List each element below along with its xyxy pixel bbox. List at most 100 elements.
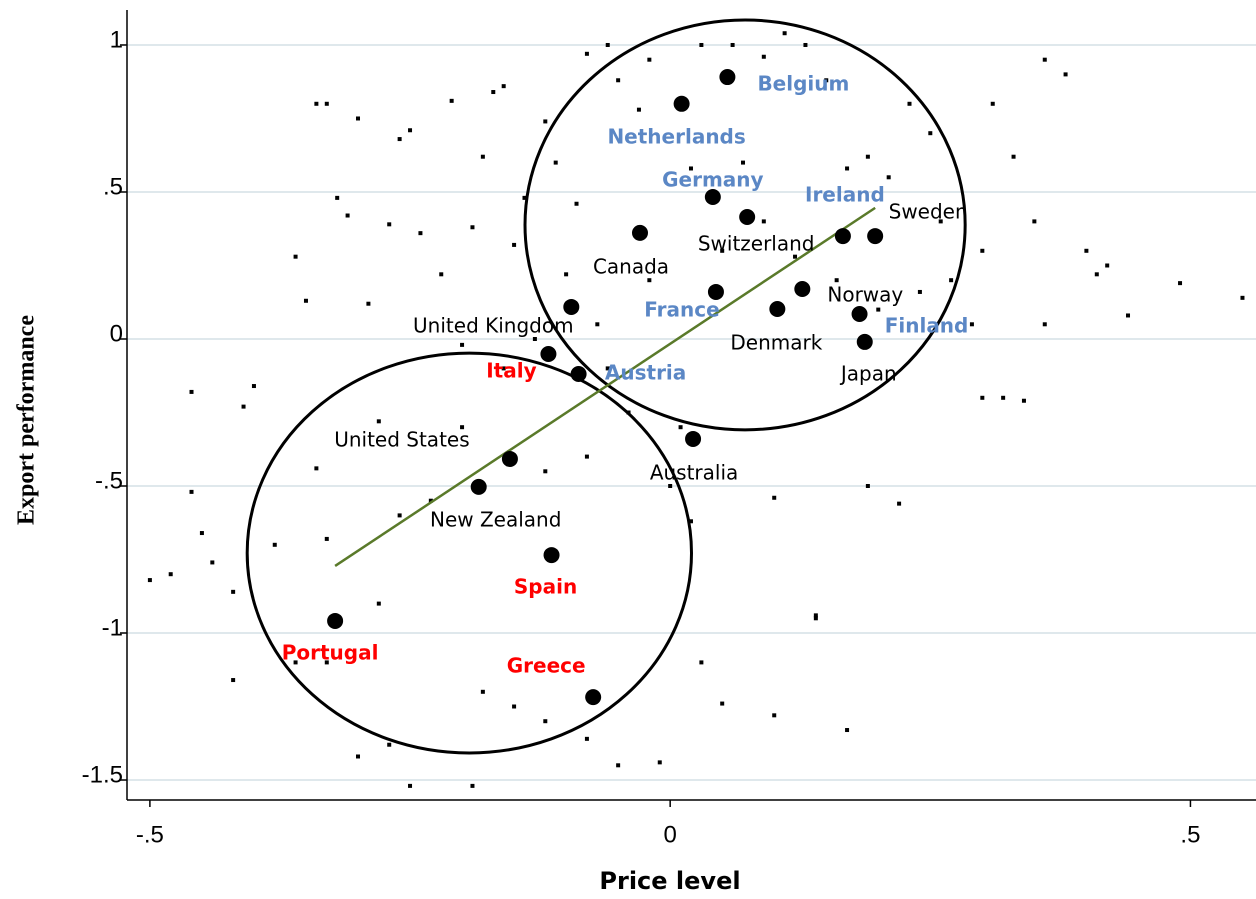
country-label: Switzerland [698,231,815,255]
small-point [668,483,673,488]
small-point [293,660,298,665]
small-point [397,137,402,142]
small-point [1001,395,1006,400]
small-point [803,42,808,47]
small-point [428,498,433,503]
y-axis-title: Export performance [14,315,40,525]
small-point [1178,281,1183,286]
x-axis-title: Price level [599,867,740,895]
country-point [769,301,786,318]
small-point [980,248,985,253]
country-label: Canada [593,254,669,278]
small-point [688,519,693,524]
country-point [719,69,736,86]
small-point [730,42,735,47]
small-point [584,454,589,459]
small-point [574,201,579,206]
country-label: Australia [650,460,738,484]
small-point [449,98,454,103]
cluster-ellipse [245,351,694,755]
small-point [168,572,173,577]
country-point [327,612,344,629]
country-label: Austria [605,360,686,384]
country-label: Greece [507,654,586,678]
small-point [845,166,850,171]
small-point [543,119,548,124]
small-point [366,301,371,306]
country-point [631,224,648,241]
small-point [886,175,891,180]
small-point [949,278,954,283]
country-label: Ireland [805,183,885,207]
small-point [356,754,361,759]
small-point [501,366,506,371]
country-point [834,228,851,245]
small-point [678,425,683,430]
small-point [460,342,465,347]
small-point [595,322,600,327]
country-label: Norway [827,283,903,307]
small-point [199,531,204,536]
small-point [605,42,610,47]
small-point [938,219,943,224]
small-point [969,322,974,327]
small-point [761,219,766,224]
country-label: Spain [514,575,577,599]
small-point [314,466,319,471]
small-point [897,501,902,506]
country-point [739,208,756,225]
small-point [314,101,319,106]
small-point [439,272,444,277]
small-point [647,278,652,283]
small-point [376,419,381,424]
small-point [980,395,985,400]
cluster-ellipse [523,18,967,432]
small-point [865,154,870,159]
small-point [210,560,215,565]
small-point [387,742,392,747]
small-point [824,78,829,83]
country-point [585,689,602,706]
small-point [491,90,496,95]
small-point [1011,154,1016,159]
small-point [501,84,506,89]
small-point [761,54,766,59]
country-label: France [644,297,719,321]
small-point [720,701,725,706]
y-tick-label: -1.5 [82,761,123,788]
small-point [616,763,621,768]
small-point [876,307,881,312]
small-point [1021,398,1026,403]
small-point [418,231,423,236]
small-point [647,57,652,62]
small-point [772,495,777,500]
country-label: Netherlands [607,124,745,148]
small-point [720,248,725,253]
small-point [460,425,465,430]
country-point [563,298,580,315]
small-point [470,783,475,788]
x-tick-label: .5 [1180,821,1200,848]
country-label: Portugal [282,640,379,664]
small-point [345,213,350,218]
small-point [324,536,329,541]
small-point [1126,313,1131,318]
small-point [584,51,589,56]
small-point [928,131,933,136]
small-point [1042,57,1047,62]
country-point [543,547,560,564]
country-point [570,365,587,382]
country-point [867,228,884,245]
small-point [636,107,641,112]
small-point [564,272,569,277]
country-label: New Zealand [430,507,561,531]
country-label: Germany [662,167,763,191]
country-point [673,95,690,112]
small-point [543,469,548,474]
small-point [189,389,194,394]
small-point [376,601,381,606]
y-tick-label: 0 [110,320,123,347]
small-point [1094,272,1099,277]
